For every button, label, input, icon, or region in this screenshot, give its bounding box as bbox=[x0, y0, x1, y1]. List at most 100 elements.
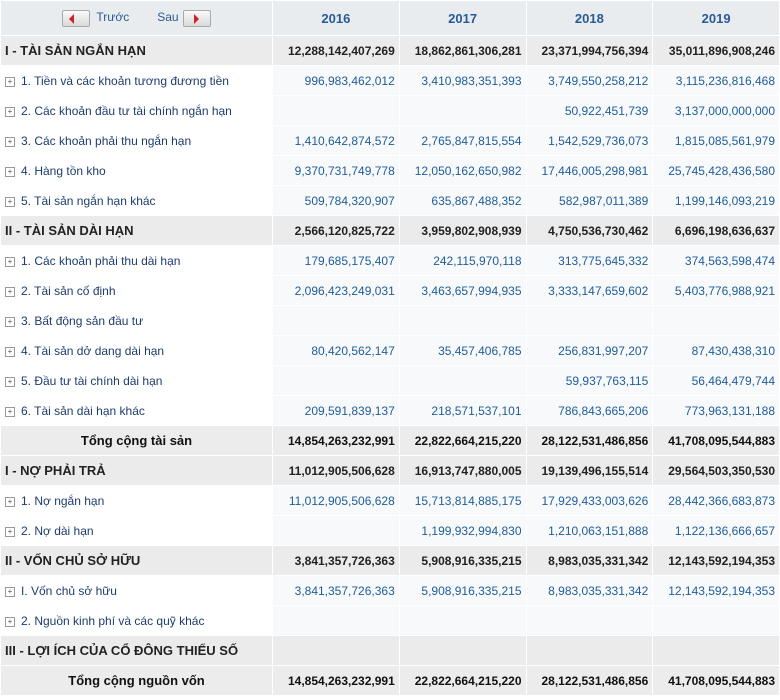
value-cell bbox=[525, 635, 654, 666]
value-cell bbox=[272, 365, 400, 396]
value-cell: 56,464,479,744 bbox=[652, 365, 780, 396]
item-row: +4. Tài sản dở dang dài hạn 80,420,562,14… bbox=[0, 335, 780, 366]
next-button[interactable] bbox=[182, 9, 211, 27]
value-cell: 50,922,451,739 bbox=[525, 95, 654, 126]
year-header: 2019 bbox=[652, 0, 780, 36]
value-cell: 3,841,357,726,363 bbox=[272, 545, 400, 576]
item-label-cell: +2. Tài sản cố định bbox=[0, 275, 273, 306]
total-label: Tổng cộng nguồn vốn bbox=[0, 665, 273, 696]
item-row: +6. Tài sản dài hạn khác 209,591,839,137 2… bbox=[0, 395, 780, 426]
value-cell bbox=[398, 365, 527, 396]
item-label: 2. Các khoản đầu tư tài chính ngắn hạn bbox=[21, 103, 232, 118]
value-cell: 4,750,536,730,462 bbox=[525, 215, 654, 246]
item-label: 6. Tài sản dài hạn khác bbox=[21, 403, 145, 418]
section-title: II - TÀI SẢN DÀI HẠN bbox=[0, 215, 273, 246]
expand-icon[interactable]: + bbox=[5, 106, 15, 117]
expand-icon[interactable]: + bbox=[5, 376, 15, 387]
expand-icon[interactable]: + bbox=[5, 526, 15, 537]
expand-icon[interactable]: + bbox=[5, 616, 15, 627]
item-label-cell: +3. Bất động sản đầu tư bbox=[0, 305, 273, 336]
header-row: Trước Sau 2016 2017 2018 2019 bbox=[0, 0, 780, 36]
value-cell: 3,841,357,726,363 bbox=[272, 575, 400, 606]
item-label-cell: +6. Tài sản dài hạn khác bbox=[0, 395, 273, 426]
value-cell: 313,775,645,332 bbox=[525, 245, 654, 276]
expand-icon[interactable]: + bbox=[5, 256, 15, 267]
item-label-cell: +5. Đầu tư tài chính dài hạn bbox=[0, 365, 273, 396]
value-cell: 1,410,642,874,572 bbox=[272, 125, 400, 156]
value-cell bbox=[272, 305, 400, 336]
value-cell: 19,139,496,155,514 bbox=[525, 455, 654, 486]
expand-icon[interactable]: + bbox=[5, 136, 15, 147]
value-cell: 8,983,035,331,342 bbox=[525, 575, 654, 606]
value-cell bbox=[398, 605, 527, 636]
item-label: 4. Tài sản dở dang dài hạn bbox=[21, 343, 165, 358]
expand-icon[interactable]: + bbox=[5, 196, 15, 207]
next-label[interactable]: Sau bbox=[157, 10, 179, 25]
expand-icon[interactable]: + bbox=[5, 496, 15, 507]
item-row: +3. Bất động sản đầu tư bbox=[0, 305, 780, 336]
expand-icon[interactable]: + bbox=[5, 286, 15, 297]
value-cell: 12,143,592,194,353 bbox=[652, 545, 780, 576]
value-cell: 5,908,916,335,215 bbox=[398, 575, 527, 606]
item-label: 5. Đầu tư tài chính dài hạn bbox=[21, 373, 163, 388]
item-row: +2. Tài sản cố định 2,096,423,249,031 3,46… bbox=[0, 275, 780, 306]
section-row: II - TÀI SẢN DÀI HẠN 2,566,120,825,722 3,9… bbox=[0, 215, 780, 246]
item-label: 1. Các khoản phải thu dài hạn bbox=[21, 253, 181, 268]
total-row: Tổng cộng nguồn vốn 14,854,263,232,991 22,… bbox=[0, 665, 780, 696]
section-row: II - VỐN CHỦ SỞ HỮU 3,841,357,726,363 5,90… bbox=[0, 545, 780, 576]
expand-icon[interactable]: + bbox=[5, 316, 15, 327]
item-label-cell: +1. Tiền và các khoản tương đương tiền bbox=[0, 65, 273, 96]
item-label: 5. Tài sản ngắn hạn khác bbox=[21, 193, 156, 208]
expand-icon[interactable]: + bbox=[5, 586, 15, 597]
item-label: 1. Nợ ngắn hạn bbox=[21, 493, 105, 508]
item-label-cell: +1. Các khoản phải thu dài hạn bbox=[0, 245, 273, 276]
expand-icon[interactable]: + bbox=[5, 166, 15, 177]
value-cell: 3,749,550,258,212 bbox=[525, 65, 654, 96]
item-row: +2. Nguồn kinh phí và các quỹ khác bbox=[0, 605, 780, 636]
item-label-cell: +3. Các khoản phải thu ngắn hạn bbox=[0, 125, 273, 156]
value-cell: 35,011,896,908,246 bbox=[652, 35, 780, 66]
year-header: 2016 bbox=[272, 0, 400, 36]
value-cell: 3,333,147,659,602 bbox=[525, 275, 654, 306]
expand-icon[interactable]: + bbox=[5, 406, 15, 417]
value-cell: 14,854,263,232,991 bbox=[272, 425, 400, 456]
value-cell: 28,122,531,486,856 bbox=[525, 425, 654, 456]
value-cell: 5,908,916,335,215 bbox=[398, 545, 527, 576]
value-cell bbox=[398, 95, 527, 126]
value-cell bbox=[525, 605, 654, 636]
value-cell bbox=[652, 635, 780, 666]
section-row: III - LỢI ÍCH CỦA CỔ ĐÔNG THIỂU SỐ bbox=[0, 635, 780, 666]
value-cell: 12,143,592,194,353 bbox=[652, 575, 780, 606]
expand-icon[interactable]: + bbox=[5, 76, 15, 87]
value-cell: 2,765,847,815,554 bbox=[398, 125, 527, 156]
item-label-cell: +2. Nợ dài hạn bbox=[0, 515, 273, 546]
value-cell: 1,199,146,093,219 bbox=[652, 185, 780, 216]
year-header: 2018 bbox=[525, 0, 654, 36]
item-label-cell: + I. Vốn chủ sở hữu bbox=[0, 575, 273, 606]
value-cell: 12,050,162,650,982 bbox=[398, 155, 527, 186]
item-label-cell: +2. Các khoản đầu tư tài chính ngắn hạn bbox=[0, 95, 273, 126]
value-cell: 80,420,562,147 bbox=[272, 335, 400, 366]
section-title: III - LỢI ÍCH CỦA CỔ ĐÔNG THIỂU SỐ bbox=[0, 635, 273, 666]
value-cell: 29,564,503,350,530 bbox=[652, 455, 780, 486]
prev-button[interactable] bbox=[62, 9, 91, 27]
value-cell: 582,987,011,389 bbox=[525, 185, 654, 216]
item-row: +4. Hàng tồn kho 9,370,731,749,778 12,050,… bbox=[0, 155, 780, 186]
prev-label[interactable]: Trước bbox=[96, 10, 130, 25]
value-cell: 1,122,136,666,657 bbox=[652, 515, 780, 546]
expand-icon[interactable]: + bbox=[5, 346, 15, 357]
value-cell bbox=[652, 305, 780, 336]
value-cell bbox=[272, 515, 400, 546]
item-row: +3. Các khoản phải thu ngắn hạn 1,410,642… bbox=[0, 125, 780, 156]
value-cell: 8,983,035,331,342 bbox=[525, 545, 654, 576]
item-row: +2. Các khoản đầu tư tài chính ngắn hạn 5… bbox=[0, 95, 780, 126]
value-cell: 6,696,198,636,637 bbox=[652, 215, 780, 246]
value-cell: 509,784,320,907 bbox=[272, 185, 400, 216]
item-row: +5. Đầu tư tài chính dài hạn 59,937,763,1… bbox=[0, 365, 780, 396]
item-row: +1. Các khoản phải thu dài hạn 179,685,17… bbox=[0, 245, 780, 276]
value-cell: 17,446,005,298,981 bbox=[525, 155, 654, 186]
value-cell: 3,410,983,351,393 bbox=[398, 65, 527, 96]
value-cell bbox=[398, 305, 527, 336]
